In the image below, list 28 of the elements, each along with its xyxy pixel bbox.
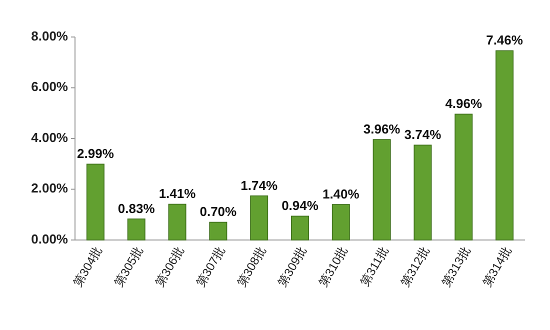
bar [454, 114, 473, 240]
data-label: 4.96% [445, 96, 482, 112]
bar [209, 222, 228, 240]
bar [250, 195, 268, 240]
bar [168, 204, 186, 240]
y-tick-label: 8.00% [31, 28, 68, 44]
data-label: 3.96% [363, 122, 401, 137]
data-label: 2.99% [77, 146, 114, 162]
bar [496, 50, 514, 240]
bar [127, 218, 146, 240]
bar [372, 139, 391, 240]
y-tick-label: 2.00% [31, 180, 68, 196]
data-label: 1.41% [158, 186, 196, 202]
data-label: 1.74% [240, 178, 278, 193]
bar [291, 216, 309, 240]
data-label: 0.94% [282, 198, 319, 214]
y-tick-label: 0.00% [31, 231, 68, 246]
data-label: 3.74% [404, 127, 442, 142]
data-label: 7.46% [486, 32, 524, 48]
y-tick-label: 6.00% [31, 79, 68, 94]
bar [414, 144, 432, 240]
bar [86, 164, 104, 240]
data-label: 1.40% [322, 186, 360, 202]
bar [332, 204, 350, 240]
data-label: 0.83% [118, 200, 156, 216]
x-tick-label: 第311批 [357, 244, 392, 288]
data-label: 0.70% [200, 204, 238, 220]
y-tick-label: 4.00% [31, 130, 68, 145]
